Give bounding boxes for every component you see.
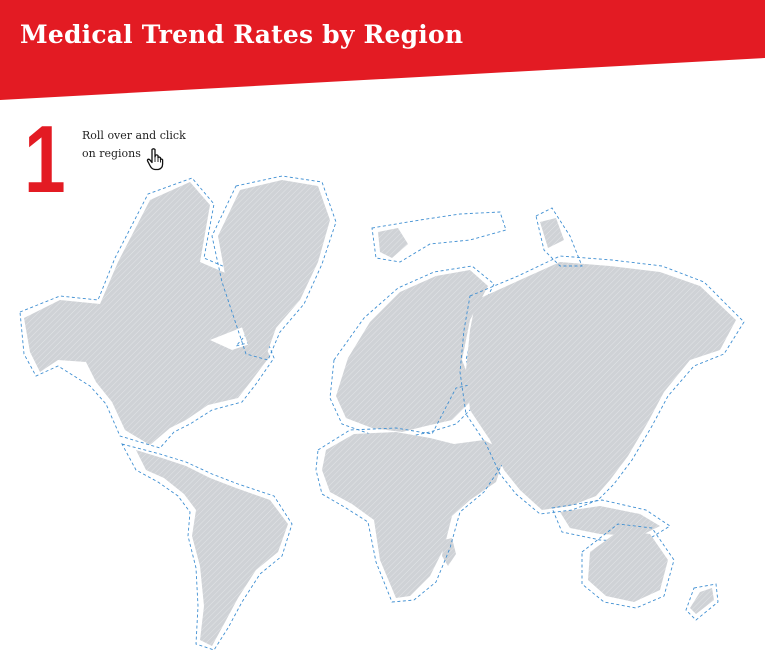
region-north-america[interactable] [19,177,275,449]
pointer-hand-icon [146,148,164,171]
step-number: 1 [24,106,66,213]
region-europe[interactable] [329,211,507,439]
region-latin-america[interactable] [121,443,293,651]
header-bar: Medical Trend Rates by Region [0,0,765,100]
region-asia-pacific[interactable] [459,207,745,543]
instructions-text: Roll over and click on regions [82,127,202,163]
instructions-line-2: on regions [82,147,141,160]
world-map [19,175,745,651]
page-title: Medical Trend Rates by Region [20,20,464,49]
instructions-line-1: Roll over and click [82,129,186,142]
region-greenland[interactable] [211,175,337,361]
region-australia-nz[interactable] [581,523,719,621]
region-africa-middle-east[interactable] [315,379,521,603]
